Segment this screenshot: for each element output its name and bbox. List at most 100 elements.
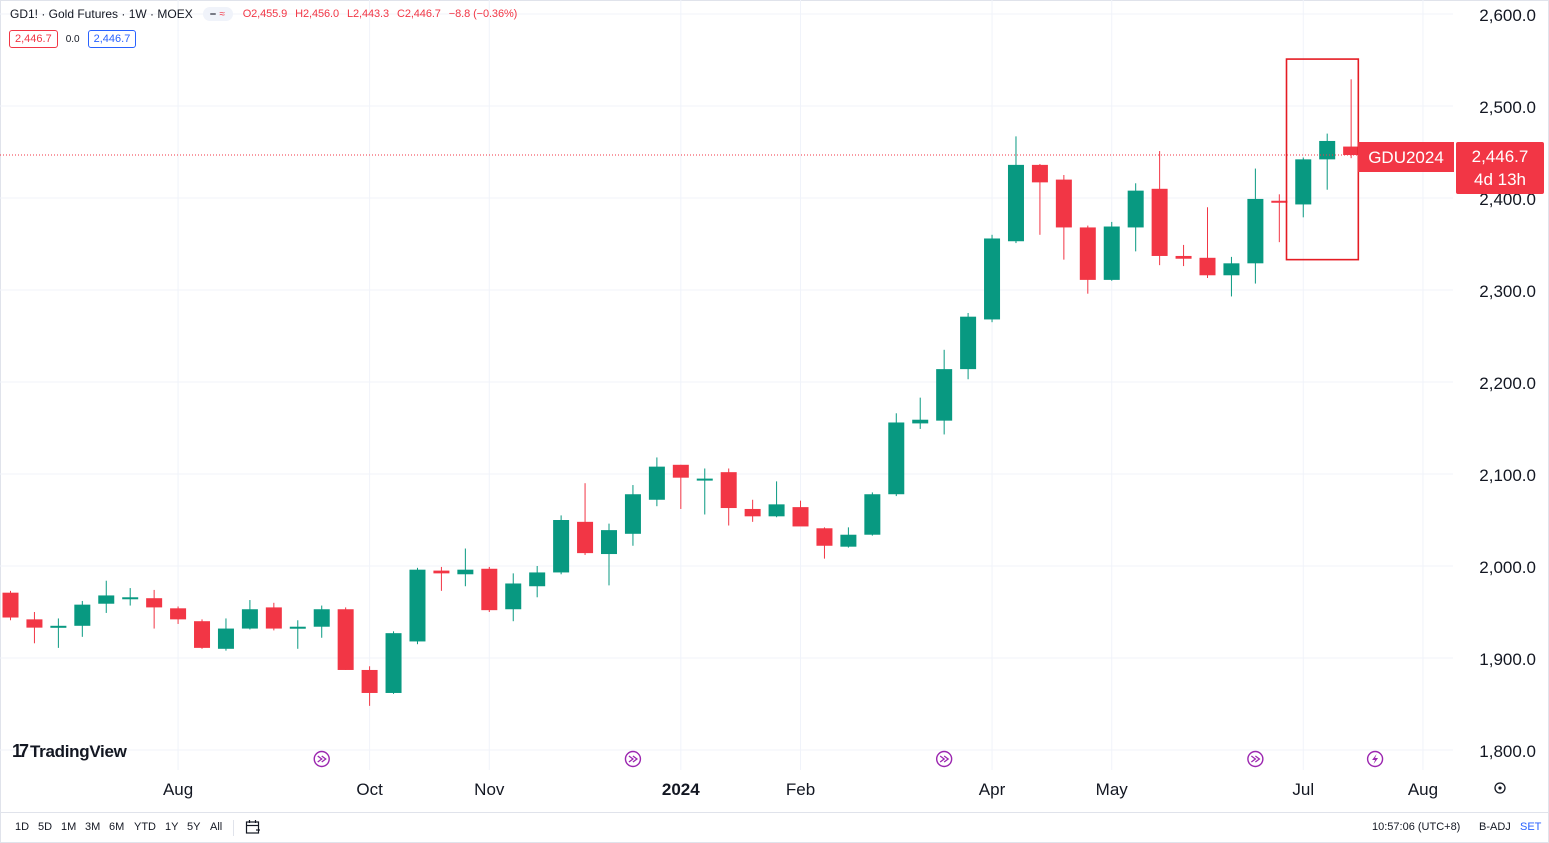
sell-button[interactable]: 2,446.7: [9, 30, 58, 48]
fast-forward-circle-icon[interactable]: [1247, 750, 1264, 768]
candle-body: [529, 572, 546, 587]
grid-lines: [0, 0, 1453, 770]
close-value: C2,446.7: [396, 8, 441, 20]
ticker-label-bg: [1358, 142, 1454, 172]
candle: [840, 527, 857, 548]
range-all[interactable]: All: [210, 821, 223, 833]
candle: [289, 620, 306, 649]
range-5y[interactable]: 5Y: [187, 821, 201, 833]
candle: [1247, 168, 1264, 284]
tradingview-logo[interactable]: 17 TradingView: [12, 741, 127, 762]
candle-body: [1055, 179, 1072, 228]
logo-text: TradingView: [30, 741, 127, 761]
candle-body: [936, 369, 953, 421]
candle-body: [194, 621, 211, 648]
forward-glyph: [1250, 755, 1261, 763]
candle-body: [1079, 227, 1096, 280]
bar-countdown: 4d 13h: [1474, 170, 1526, 189]
symbol-title[interactable]: GD1! · Gold Futures · 1W · MOEX: [10, 7, 193, 21]
y-tick-label: 2,000.0: [1479, 558, 1536, 577]
fast-forward-circle-icon[interactable]: [624, 750, 642, 768]
adjustment-toggle[interactable]: B-ADJ: [1479, 821, 1511, 833]
x-tick-label: May: [1096, 780, 1129, 799]
candle-body: [505, 583, 522, 610]
candle-body: [457, 569, 474, 575]
candle: [1103, 221, 1120, 281]
candle: [1127, 183, 1144, 252]
candle: [1271, 194, 1288, 243]
candle-body: [241, 609, 258, 629]
range-ytd[interactable]: YTD: [134, 821, 156, 833]
minus-icon: [210, 13, 217, 15]
ticker-label: GDU2024: [1368, 148, 1444, 167]
x-tick-label: Aug: [163, 780, 193, 799]
y-tick-label: 2,100.0: [1479, 466, 1536, 485]
candle: [265, 602, 282, 631]
candle-body: [1007, 164, 1024, 242]
candle: [1031, 163, 1048, 235]
candle-body: [648, 466, 665, 500]
candle: [1007, 136, 1024, 244]
candle: [385, 631, 402, 694]
candle-body: [577, 521, 594, 554]
candle: [864, 492, 881, 536]
candle-body: [481, 568, 498, 611]
candle-body: [1175, 255, 1192, 259]
candle-body: [1199, 257, 1216, 276]
buy-button[interactable]: 2,446.7: [87, 30, 137, 48]
fast-forward-circle-icon[interactable]: [313, 750, 330, 768]
candle: [98, 580, 115, 613]
candle: [361, 666, 378, 706]
candle-body: [217, 628, 234, 649]
candle-body: [984, 238, 1001, 320]
y-tick-label: 1,900.0: [1479, 650, 1536, 669]
candle: [122, 588, 139, 606]
y-tick-label: 1,800.0: [1479, 742, 1536, 761]
candle: [409, 567, 426, 645]
candle-body: [170, 608, 187, 620]
candle-body: [98, 595, 115, 604]
candle: [1295, 157, 1312, 218]
candle: [74, 600, 91, 637]
candle-body: [840, 534, 857, 547]
y-tick-label: 2,600.0: [1479, 6, 1536, 25]
high-value: H2,456.0: [295, 8, 339, 20]
candle: [1319, 133, 1336, 190]
candle-body: [2, 592, 19, 618]
range-6m[interactable]: 6M: [109, 821, 125, 833]
candle-body: [601, 530, 617, 555]
candle-body: [696, 478, 713, 481]
candle: [2, 590, 19, 621]
tv-logo-icon: 17: [12, 741, 29, 761]
y-tick-label: 2,500.0: [1479, 98, 1536, 117]
bottom-toolbar: 1D 5D 1M 3M 6M YTD 1Y 5Y All 10:57:06 (U…: [0, 812, 1549, 843]
candle-body: [361, 669, 378, 693]
range-1d[interactable]: 1D: [15, 821, 30, 833]
x-tick-label: Apr: [979, 780, 1006, 799]
candle-body: [1343, 146, 1360, 156]
candle: [1199, 207, 1216, 279]
candle-body: [1223, 263, 1240, 276]
legend-toggle[interactable]: ≈: [202, 7, 233, 21]
clock[interactable]: 10:57:06 (UTC+8): [1372, 821, 1461, 833]
candle: [696, 468, 713, 515]
candle-body: [1031, 164, 1048, 183]
lightning-circle-icon[interactable]: [1366, 750, 1384, 768]
candle: [1223, 256, 1240, 297]
candle: [960, 313, 977, 380]
y-tick-label: 2,400.0: [1479, 190, 1536, 209]
candle: [888, 413, 905, 497]
candle-body: [313, 609, 330, 627]
fast-forward-circle-icon[interactable]: [935, 750, 953, 768]
range-3m[interactable]: 3M: [85, 821, 101, 833]
candle-body: [553, 520, 570, 573]
gear-icon[interactable]: [1493, 781, 1507, 798]
calendar-icon[interactable]: [245, 819, 261, 840]
range-5d[interactable]: 5D: [38, 821, 53, 833]
range-1m[interactable]: 1M: [61, 821, 77, 833]
candle: [744, 499, 761, 522]
candle-body: [1247, 198, 1264, 264]
range-1y[interactable]: 1Y: [165, 821, 179, 833]
session-toggle[interactable]: SET: [1520, 821, 1542, 833]
